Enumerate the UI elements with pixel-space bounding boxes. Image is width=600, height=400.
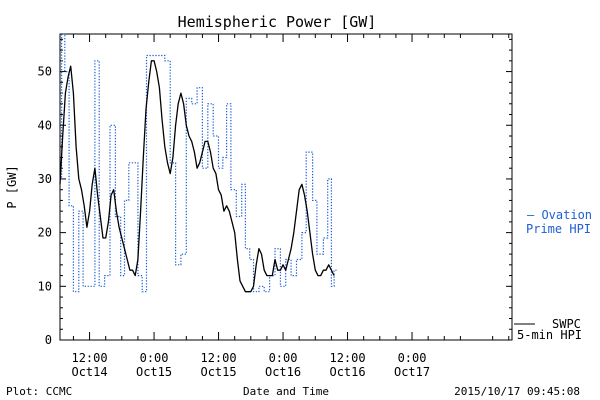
legend-swpc-line1: SWPC (552, 317, 581, 331)
y-tick-label: 40 (38, 118, 52, 132)
x-axis: 12:00Oct140:00Oct1512:00Oct150:00Oct1612… (71, 34, 510, 379)
y-tick-label: 0 (45, 333, 52, 347)
x-tick-label-date: Oct16 (329, 365, 365, 379)
legend-swpc-line2: 5-min HPI (517, 328, 582, 342)
x-tick-label-time: 0:00 (398, 351, 427, 365)
series-line-swpc-5min-hpi (59, 60, 335, 293)
x-tick-label-time: 0:00 (140, 351, 169, 365)
footer-timestamp: 2015/10/17 09:45:08 (454, 385, 580, 398)
x-tick-label-date: Oct16 (265, 365, 301, 379)
series-layer (59, 33, 338, 293)
y-axis-label: P [GW] (5, 165, 19, 208)
x-tick-label-time: 12:00 (329, 351, 365, 365)
legend-ovation-line2: Prime HPI (526, 222, 591, 236)
y-tick-label: 50 (38, 65, 52, 79)
x-axis-label: Date and Time (243, 385, 329, 398)
series-line-ovation-prime-hpi (60, 33, 338, 293)
x-tick-label-time: 12:00 (71, 351, 107, 365)
y-axis: 0 10 20 30 40 50 (38, 38, 512, 347)
x-tick-label-date: Oct15 (136, 365, 172, 379)
footer-plot-credit: Plot: CCMC (6, 385, 72, 398)
x-tick-label-date: Oct17 (394, 365, 430, 379)
legend-ovation-line1: – Ovation (527, 208, 592, 222)
y-tick-label: 30 (38, 172, 52, 186)
x-tick-label-date: Oct14 (71, 365, 107, 379)
chart-title: Hemispheric Power [GW] (178, 13, 377, 31)
plot-frame (59, 33, 513, 341)
y-tick-label: 20 (38, 226, 52, 240)
x-tick-label-time: 12:00 (200, 351, 236, 365)
y-tick-label: 10 (38, 279, 52, 293)
x-tick-label-time: 0:00 (269, 351, 298, 365)
x-tick-label-date: Oct15 (200, 365, 236, 379)
